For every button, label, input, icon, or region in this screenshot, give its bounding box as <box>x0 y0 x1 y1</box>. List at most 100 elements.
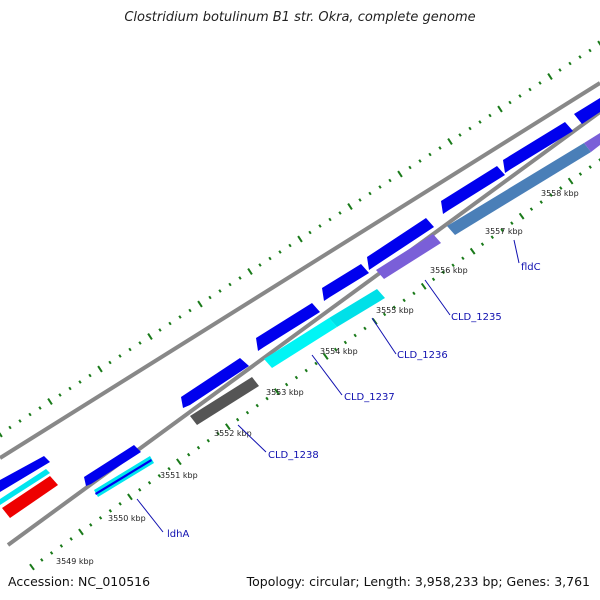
track-tick <box>297 235 303 243</box>
track-tick <box>508 100 512 105</box>
map-title: Clostridium botulinum B1 str. Okra, comp… <box>124 10 476 25</box>
track-tick <box>428 152 432 157</box>
gene-cld-1238[interactable] <box>190 377 259 425</box>
track-tick <box>245 410 250 415</box>
track-tick <box>363 326 367 331</box>
track-tick <box>118 502 122 506</box>
annotated-genes <box>0 133 600 518</box>
gene-label-cld-1235[interactable]: CLD_1235 <box>451 312 502 323</box>
track-tick <box>558 68 562 72</box>
gene-label-cld-1238[interactable]: CLD_1238 <box>268 450 319 461</box>
gene-left-cyan[interactable] <box>0 469 50 505</box>
track-tick <box>353 333 357 338</box>
track-tick <box>258 263 262 267</box>
track-tick <box>588 165 592 169</box>
gene-arrow[interactable] <box>367 218 434 270</box>
track-tick <box>431 277 436 282</box>
track-tick <box>78 380 82 384</box>
track-tick <box>368 191 372 196</box>
track-tick <box>197 300 203 308</box>
kbp-tick-label: 3555 kbp <box>376 306 414 315</box>
track-tick <box>343 340 348 345</box>
track-tick <box>216 431 220 436</box>
gene-arrow[interactable] <box>84 445 141 486</box>
track-tick <box>108 360 112 365</box>
track-tick <box>157 473 161 478</box>
track-tick <box>225 423 231 431</box>
gene-cld-1235[interactable] <box>376 234 441 279</box>
track-tick <box>441 270 445 275</box>
track-tick <box>58 393 62 397</box>
track-tick <box>273 388 280 395</box>
track-tick <box>451 263 455 268</box>
gene-arrow[interactable] <box>322 264 369 301</box>
track-tick <box>480 242 485 247</box>
track-tick <box>469 247 476 255</box>
track-tick <box>304 368 308 373</box>
track-tick <box>382 312 387 317</box>
track-tick <box>518 212 525 220</box>
track-tick <box>47 398 53 405</box>
track-tick <box>478 120 482 124</box>
gene-label-cld-1236[interactable]: CLD_1236 <box>397 350 448 361</box>
track-tick <box>168 321 172 326</box>
track-tick <box>528 87 532 92</box>
gene-right-edge[interactable] <box>584 133 600 152</box>
kbp-tick-label: 3554 kbp <box>320 347 358 356</box>
track-tick <box>176 458 182 466</box>
gene-left-red[interactable] <box>2 476 58 518</box>
track-tick <box>378 185 382 189</box>
gene-arrow[interactable] <box>574 98 600 124</box>
track-tick <box>294 375 299 380</box>
kbp-tick-label: 3558 kbp <box>541 189 579 198</box>
track-tick <box>188 308 192 313</box>
track-tick <box>488 113 492 118</box>
track-tick <box>206 438 210 443</box>
track-tick <box>18 419 22 423</box>
track-tick <box>347 203 353 210</box>
track-tick <box>539 200 543 204</box>
track-tick <box>497 105 503 113</box>
track-tick <box>265 396 269 401</box>
gene-cld-1236[interactable] <box>329 289 385 327</box>
track-tick <box>420 282 427 290</box>
track-tick <box>397 170 403 178</box>
gene-ldha-core <box>95 459 152 495</box>
track-tick <box>358 198 362 202</box>
backbone-outer <box>0 81 600 460</box>
track-tick <box>118 354 122 358</box>
gene-arrow[interactable] <box>441 166 505 214</box>
gene-label-cld-1237[interactable]: CLD_1237 <box>344 392 395 403</box>
track-tick <box>338 211 342 215</box>
track-tick <box>318 224 322 228</box>
track-tick <box>147 480 152 485</box>
gene-cld-1237[interactable] <box>264 318 337 368</box>
track-tick <box>208 295 212 300</box>
gene-label-ldha[interactable]: ldhA <box>167 529 189 540</box>
kbp-tick-labels: 3549 kbp 3550 kbp 3551 kbp 3552 kbp 3553… <box>56 189 579 566</box>
kbp-tick-label: 3552 kbp <box>214 429 252 438</box>
track-tick <box>138 488 142 492</box>
track-tick <box>549 193 553 197</box>
track-tick <box>88 373 92 378</box>
gene-label-fldc[interactable]: fldC <box>521 262 541 273</box>
track-tick <box>278 250 282 254</box>
track-tick <box>78 528 84 536</box>
track-tick <box>158 328 162 332</box>
track-tick <box>412 291 416 296</box>
track-tick <box>49 551 54 555</box>
gene-arrow[interactable] <box>256 303 320 351</box>
gene-arrow[interactable] <box>0 456 50 492</box>
track-tick <box>314 361 318 366</box>
track-tick <box>392 305 397 310</box>
gene-arrow[interactable] <box>503 122 573 173</box>
accession-text: Accession: NC_010516 <box>8 574 151 589</box>
track-tick <box>588 48 592 53</box>
gene-fldc[interactable] <box>447 143 591 235</box>
track-tick <box>510 221 514 225</box>
track-tick <box>458 133 462 137</box>
gene-arrow[interactable] <box>181 358 249 408</box>
track-tick <box>68 386 72 391</box>
track-tick <box>40 558 44 562</box>
